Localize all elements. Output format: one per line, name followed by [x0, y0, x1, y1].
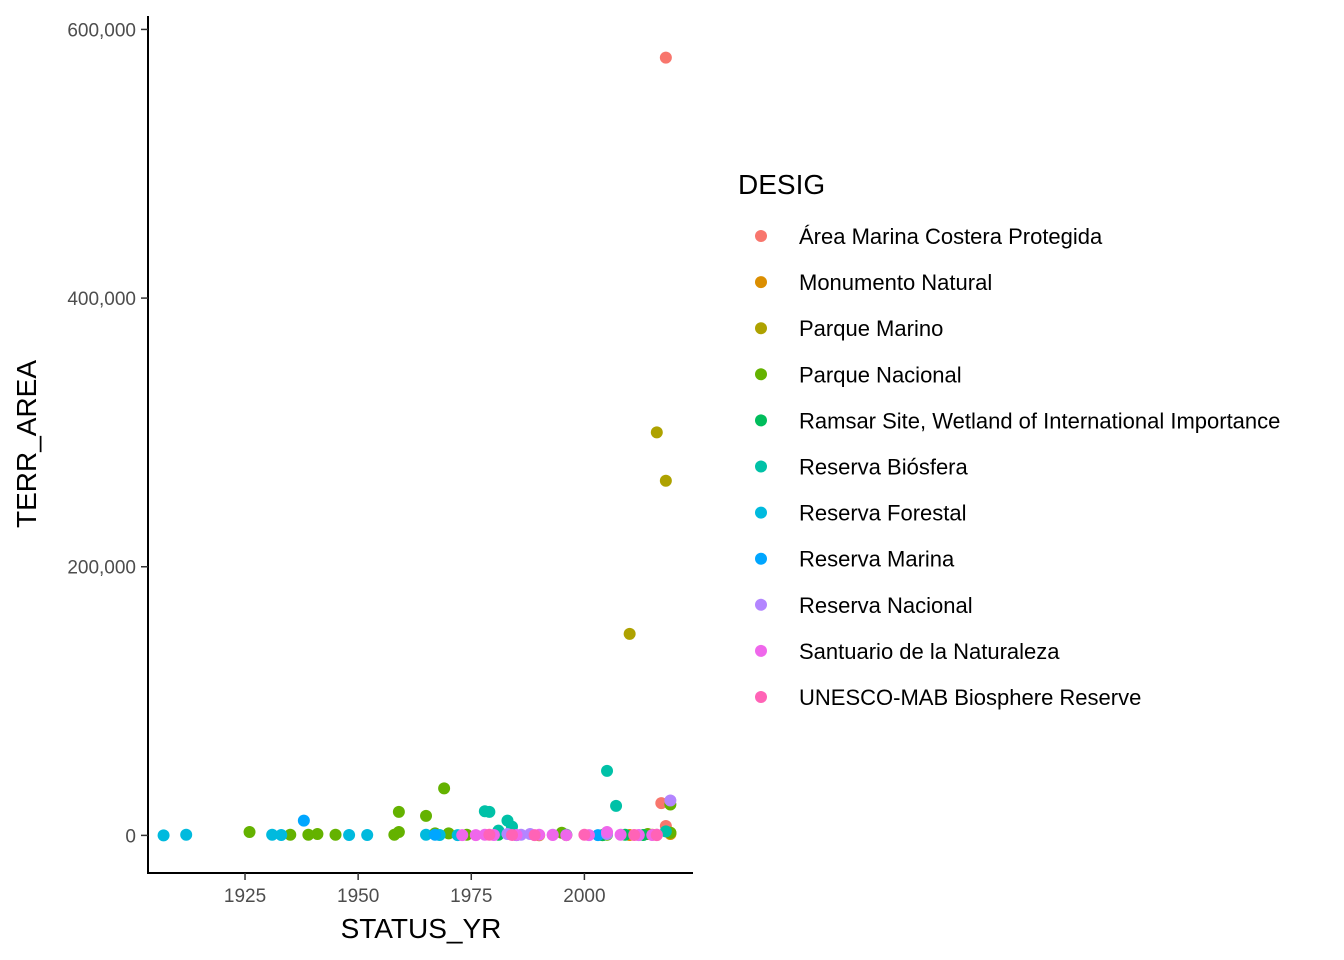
data-point [469, 829, 482, 842]
data-point [601, 764, 614, 777]
y-tick-label: 600,000 [67, 20, 136, 41]
legend-key [755, 322, 767, 335]
data-point [560, 829, 573, 842]
data-point [591, 829, 604, 842]
data-point [157, 829, 170, 842]
data-point [329, 828, 342, 841]
data-point [610, 799, 623, 812]
legend-key [755, 598, 767, 611]
data-point [392, 826, 405, 839]
legend-label: Reserva Forestal [799, 501, 967, 526]
data-point [655, 797, 668, 810]
legend-title: DESIG [738, 169, 825, 200]
data-point [343, 828, 356, 841]
data-point [420, 809, 433, 822]
y-axis-title: TERR_AREA [11, 360, 42, 528]
data-point [442, 827, 455, 840]
data-point [628, 828, 641, 841]
data-point [180, 828, 193, 841]
data-point [650, 829, 663, 842]
x-tick-label: 2000 [563, 886, 605, 907]
legend-label: Ramsar Site, Wetland of International Im… [799, 408, 1280, 433]
legend-label: Reserva Nacional [799, 593, 973, 618]
legend-key [755, 414, 767, 427]
y-tick-label: 0 [125, 826, 136, 847]
data-points [157, 51, 677, 842]
legend-label: Parque Nacional [799, 362, 962, 387]
y-tick-label: 200,000 [67, 558, 136, 579]
legend-key [755, 276, 767, 289]
x-tick-label: 1975 [450, 886, 492, 907]
data-point [361, 828, 374, 841]
legend-key [755, 691, 767, 703]
data-point [284, 828, 297, 841]
legend-label: Santuario de la Naturaleza [799, 639, 1060, 664]
data-point [297, 814, 310, 827]
data-point [302, 828, 315, 841]
legend-key [755, 460, 767, 473]
data-point [483, 805, 496, 818]
legend-key [755, 506, 767, 519]
legend-label: Parque Marino [799, 316, 943, 341]
data-point [266, 828, 279, 841]
data-point [483, 828, 496, 841]
y-tick-label: 400,000 [67, 289, 136, 310]
data-point [311, 828, 324, 841]
legend-label: Reserva Biósfera [799, 455, 969, 480]
x-tick-label: 1950 [337, 886, 379, 907]
data-point [546, 828, 559, 841]
data-point [506, 828, 518, 841]
data-point [623, 627, 636, 640]
data-point [429, 828, 442, 841]
data-point [243, 826, 256, 839]
legend: DESIG Área Marina Costera Protegida Monum… [738, 169, 1280, 710]
data-point [420, 828, 433, 841]
data-point [664, 794, 677, 807]
data-point [275, 828, 288, 841]
data-point [659, 474, 672, 487]
legend-label: Monumento Natural [799, 270, 992, 295]
data-point [528, 829, 541, 842]
data-point [578, 828, 591, 841]
data-point [601, 826, 614, 839]
data-point [659, 825, 672, 838]
y-axis-ticks: 0 200,000 400,000 600,000 [67, 20, 148, 847]
data-point [614, 828, 627, 841]
data-point [456, 829, 469, 842]
data-point [659, 51, 672, 64]
data-point [392, 805, 405, 818]
data-point [438, 782, 451, 795]
legend-label: Reserva Marina [799, 547, 955, 572]
x-tick-label: 1925 [224, 886, 266, 907]
legend-label: Área Marina Costera Protegida [799, 224, 1103, 249]
legend-key [755, 644, 767, 657]
x-axis-title: STATUS_YR [341, 913, 502, 944]
legend-key [755, 552, 767, 565]
legend-label: UNESCO-MAB Biosphere Reserve [799, 685, 1141, 710]
legend-key [755, 368, 767, 381]
legend-key [755, 230, 767, 242]
data-point [650, 426, 663, 439]
x-axis-ticks: 1925 1950 1975 2000 [224, 873, 606, 907]
